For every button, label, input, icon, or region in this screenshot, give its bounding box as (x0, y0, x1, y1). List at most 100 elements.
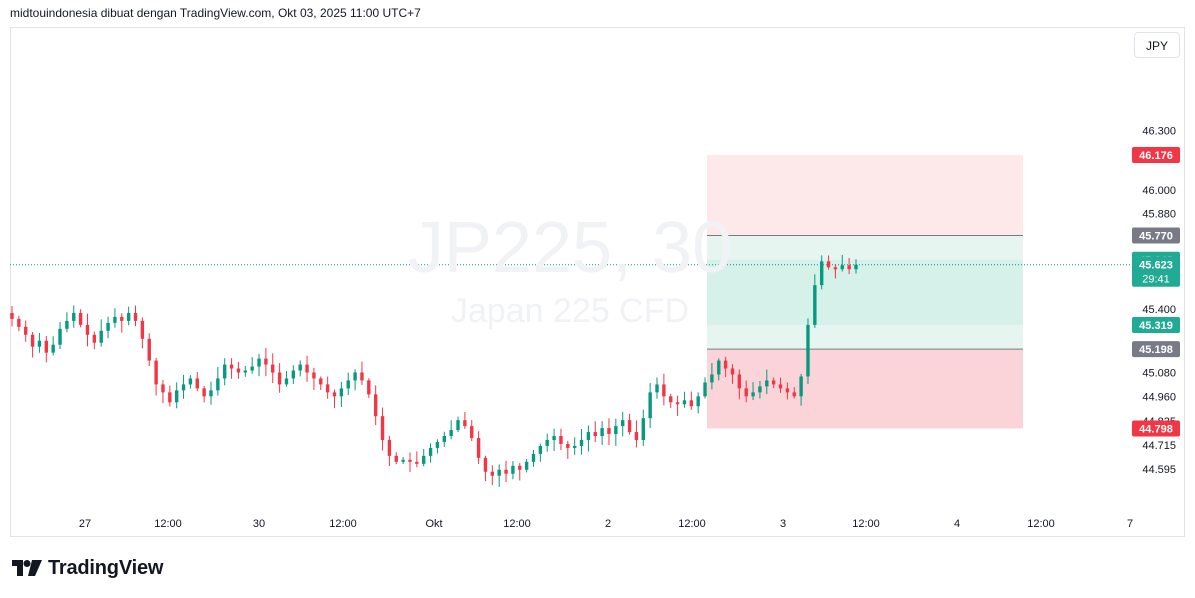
candle-body (449, 430, 453, 437)
candle-down (785, 382, 790, 400)
candle-down (120, 313, 124, 333)
candle-body (723, 360, 728, 369)
candle-down (689, 391, 694, 410)
candle-down (161, 380, 165, 404)
time-axis-label: 12:00 (1027, 518, 1055, 530)
candle-body (10, 312, 14, 319)
candle-down (847, 257, 851, 275)
candle-body (518, 465, 522, 470)
candle-body (209, 390, 213, 397)
candle-down (669, 393, 673, 408)
candle-body (250, 366, 254, 371)
candle-body (813, 285, 817, 325)
candle-body (470, 426, 474, 439)
candle-down (675, 395, 680, 417)
candle-up (600, 421, 604, 445)
candle-up (579, 429, 584, 455)
candle-body (120, 316, 124, 321)
candle-body (600, 428, 604, 437)
candle-down (476, 431, 481, 464)
tradingview-logo[interactable]: TradingView (12, 556, 163, 580)
candle-body (24, 326, 28, 335)
currency-button[interactable]: JPY (1134, 32, 1180, 58)
candle-body (243, 370, 248, 373)
candle-body (65, 320, 69, 329)
price-axis-label: 44.595 (1142, 464, 1176, 476)
candle-body (223, 364, 227, 379)
price-tag-box (1132, 341, 1180, 358)
candle-down (367, 378, 371, 398)
candle-down (408, 452, 412, 473)
time-axis-label: 12:00 (678, 518, 706, 530)
price-tag-label: 45.319 (1139, 320, 1173, 332)
candle-body (140, 320, 145, 339)
candle-body (559, 436, 563, 444)
candle-body (174, 390, 179, 403)
candle-body (840, 265, 844, 270)
candle-body (442, 436, 446, 442)
candle-up (813, 274, 817, 328)
candle-body (572, 445, 577, 448)
candle-down (792, 387, 796, 399)
candle-body (387, 439, 392, 456)
time-axis-label: 12:00 (154, 518, 182, 530)
lower-stop-zone (707, 349, 1023, 429)
candle-body (675, 402, 680, 405)
time-axis-label: 4 (954, 518, 960, 530)
price-tag: 45.198 (1132, 341, 1180, 358)
candle-down (147, 333, 151, 367)
candle-body (346, 380, 350, 389)
candle-up (188, 375, 193, 389)
candle-body (380, 416, 385, 440)
candle-down (394, 452, 398, 465)
price-tag-box (1132, 317, 1180, 334)
candle-body (483, 457, 488, 472)
candle-body (703, 382, 707, 397)
candle-body (669, 396, 673, 403)
candle-body (181, 384, 186, 391)
candle-body (607, 428, 611, 435)
candle-down (140, 317, 145, 349)
candle-down (78, 309, 83, 328)
candle-up (840, 254, 844, 272)
chart-panel[interactable] (10, 27, 1185, 537)
chart-caption: midtouindonesia dibuat dengan TradingVie… (10, 6, 421, 20)
candle-body (593, 432, 597, 437)
candle-up (682, 391, 687, 408)
candle-body (147, 338, 151, 361)
candle-up (223, 358, 227, 386)
candle-up (641, 409, 645, 446)
candle-down (312, 367, 316, 390)
price-axis-label: 46.300 (1142, 125, 1176, 137)
candle-up (284, 370, 289, 387)
candle-body (641, 418, 645, 440)
candle-body (826, 261, 831, 268)
time-axis-label: 12:00 (329, 518, 357, 530)
candle-body (778, 384, 783, 389)
candle-down (229, 358, 234, 379)
price-tag: 46.176 (1132, 146, 1180, 163)
candle-down (305, 355, 309, 382)
candle-body (758, 386, 762, 393)
candle-body (819, 261, 824, 286)
candle-body (44, 340, 49, 353)
candle-body (92, 334, 97, 343)
candle-body (833, 267, 838, 270)
candle-up (435, 439, 440, 454)
candle-down (10, 306, 14, 327)
candle-body (545, 439, 549, 446)
candle-body (202, 388, 206, 397)
candle-down (195, 372, 199, 392)
candles (10, 254, 858, 487)
candle-body (154, 360, 158, 385)
candle-body (476, 438, 481, 458)
candle-down (373, 385, 378, 426)
candle-up (401, 457, 405, 465)
candle-body (264, 358, 268, 365)
candle-body (408, 459, 412, 462)
candle-up (545, 433, 549, 452)
candle-down (593, 421, 597, 443)
candle-body (277, 372, 282, 385)
candle-down (744, 380, 748, 403)
